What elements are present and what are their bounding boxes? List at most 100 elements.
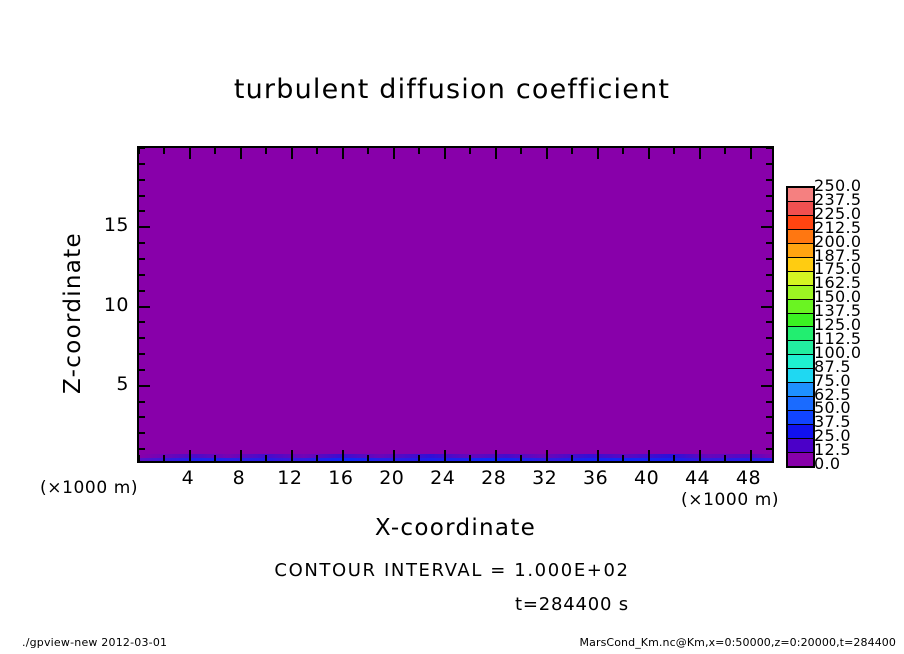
- x-tick-minor: [214, 148, 217, 154]
- x-tick-major: [494, 148, 497, 159]
- colorbar-band: [788, 313, 813, 328]
- y-tick-minor: [766, 162, 772, 165]
- contour-interval-annotation: CONTOUR INTERVAL = 1.000E+02: [274, 560, 630, 581]
- colorbar-band: [788, 201, 813, 216]
- time-stamp-annotation: t=284400 s: [515, 594, 629, 615]
- y-tick-major: [761, 305, 772, 308]
- y-tick-minor: [139, 337, 145, 340]
- x-tick-label: 28: [481, 467, 507, 489]
- y-tick-minor: [139, 178, 145, 181]
- y-tick-minor: [766, 210, 772, 213]
- x-tick-minor: [469, 455, 472, 461]
- x-tick-major: [596, 148, 599, 159]
- colorbar-tick-label: 250.0: [814, 176, 862, 195]
- x-tick-minor: [367, 455, 370, 461]
- colorbar-band: [788, 411, 813, 426]
- x-tick-minor: [139, 148, 140, 154]
- y-tick-minor: [766, 194, 772, 197]
- x-tick-major: [545, 450, 548, 461]
- footer-renderer-info: ./gpview-new 2012-03-01: [22, 636, 168, 649]
- y-tick-minor: [766, 257, 772, 260]
- x-tick-minor: [163, 455, 166, 461]
- x-tick-minor: [724, 455, 727, 461]
- y-tick-minor: [139, 432, 145, 435]
- colorbar-tick-label: 137.5: [814, 301, 862, 321]
- x-tick-major: [239, 148, 242, 159]
- x-tick-major: [647, 450, 650, 461]
- colorbar-band: [788, 243, 813, 258]
- x-tick-minor: [724, 148, 727, 154]
- y-tick-minor: [766, 242, 772, 245]
- colorbar-band: [788, 285, 813, 300]
- x-axis-title: X-coordinate: [374, 515, 537, 541]
- y-tick-minor: [766, 368, 772, 371]
- x-tick-major: [596, 450, 599, 461]
- x-tick-major: [341, 148, 344, 159]
- x-tick-minor: [139, 455, 140, 461]
- surface-diffusion-layer: [139, 454, 772, 461]
- x-tick-major: [545, 148, 548, 159]
- colorbar-tick-labels: 250.0 237.5 225.0 212.5 200.0 187.5 175.0 162.5…: [812, 176, 900, 472]
- colorbar-tick-label: 25.0: [814, 426, 851, 446]
- x-tick-major: [647, 148, 650, 159]
- x-tick-minor: [367, 148, 370, 154]
- y-tick-minor: [139, 416, 145, 419]
- colorbar-band: [788, 453, 813, 466]
- y-tick-minor: [139, 289, 145, 292]
- y-tick-minor: [139, 194, 145, 197]
- y-tick-label: 5: [116, 372, 129, 395]
- colorbar-tick-label: 100.0: [814, 342, 862, 362]
- x-tick-minor: [418, 455, 421, 461]
- x-tick-minor: [265, 455, 268, 461]
- colorbar-band: [788, 187, 813, 202]
- x-tick-minor: [418, 148, 421, 154]
- x-tick-major: [188, 450, 191, 461]
- colorbar-tick-label: 237.5: [814, 189, 862, 209]
- colorbar-band: [788, 425, 813, 440]
- colorbar-tick-label: 187.5: [814, 245, 862, 265]
- y-tick-minor: [766, 273, 772, 276]
- x-tick-minor: [214, 455, 217, 461]
- colorbar-tick-label: 225.0: [814, 203, 862, 223]
- x-tick-label: 16: [328, 467, 354, 489]
- colorbar-band: [788, 327, 813, 342]
- x-tick-label: 4: [181, 467, 195, 489]
- x-tick-minor: [673, 148, 676, 154]
- y-tick-major: [139, 384, 150, 387]
- y-tick-minor: [766, 400, 772, 403]
- colorbar-tick-label: 87.5: [814, 356, 851, 376]
- y-tick-minor: [766, 178, 772, 181]
- y-tick-minor: [766, 148, 772, 149]
- x-tick-major: [443, 148, 446, 159]
- footer-source-descriptor: MarsCond_Km.nc@Km,x=0:50000,z=0:20000,t=…: [579, 636, 896, 649]
- colorbar-band: [788, 355, 813, 370]
- x-tick-minor: [571, 455, 574, 461]
- x-tick-minor: [571, 148, 574, 154]
- y-tick-minor: [139, 148, 145, 149]
- y-tick-minor: [139, 210, 145, 213]
- x-tick-major: [392, 148, 395, 159]
- x-tick-minor: [622, 455, 625, 461]
- y-tick-minor: [139, 353, 145, 356]
- y-tick-major: [139, 226, 150, 229]
- x-tick-major: [392, 450, 395, 461]
- x-tick-label: 44: [684, 467, 711, 489]
- x-tick-minor: [265, 148, 268, 154]
- colorbar-tick-label: 162.5: [814, 273, 862, 293]
- x-tick-major: [749, 450, 752, 461]
- colorbar[interactable]: [786, 186, 815, 468]
- colorbar-band: [788, 257, 813, 272]
- y-tick-minor: [766, 448, 772, 451]
- y-tick-minor: [139, 321, 145, 324]
- contour-plot-area[interactable]: [137, 146, 774, 463]
- colorbar-tick-label: 62.5: [814, 384, 851, 404]
- colorbar-tick-label: 200.0: [814, 231, 862, 251]
- x-tick-major: [188, 148, 191, 159]
- colorbar-tick-label: 112.5: [814, 328, 862, 348]
- y-tick-label: 15: [103, 214, 129, 237]
- colorbar-tick-label: 125.0: [814, 315, 862, 334]
- x-tick-major: [290, 148, 293, 159]
- y-tick-minor: [139, 368, 145, 371]
- y-tick-minor: [139, 400, 145, 403]
- y-tick-minor: [139, 273, 145, 276]
